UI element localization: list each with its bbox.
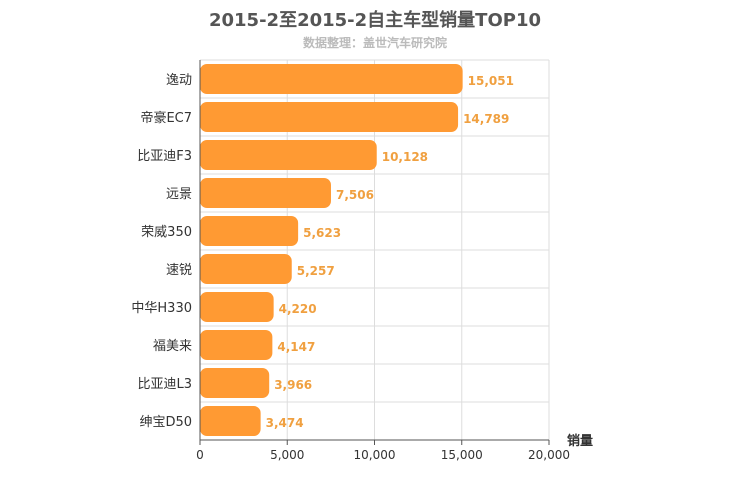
x-axis-ticks: 0 5,000 10,000 15,000 20,000 (196, 440, 570, 462)
value-label: 7,506 (336, 188, 374, 202)
value-label: 4,147 (277, 340, 315, 354)
bar (200, 292, 274, 322)
value-label: 3,966 (274, 378, 312, 392)
bar (200, 178, 331, 208)
value-label: 5,257 (297, 264, 335, 278)
x-tick-label: 15,000 (441, 448, 483, 462)
x-tick-label: 5,000 (270, 448, 304, 462)
value-label: 10,128 (382, 150, 428, 164)
bars (200, 64, 463, 436)
bar (200, 216, 299, 246)
chart-subtitle: 数据整理：盖世汽车研究院 (302, 36, 447, 50)
category-label: 绅宝D50 (139, 415, 192, 430)
category-label: 比亚迪F3 (137, 149, 192, 164)
value-label: 5,623 (303, 226, 341, 240)
value-label: 3,474 (266, 416, 304, 430)
x-axis-title: 销量 (567, 433, 593, 449)
chart-title: 2015-2至2015-2自主车型销量TOP10 (208, 10, 541, 31)
bar (200, 140, 377, 170)
x-tick-label: 20,000 (528, 448, 570, 462)
bar (200, 368, 270, 398)
value-label: 4,220 (279, 302, 317, 316)
bar (200, 330, 273, 360)
category-label: 比亚迪L3 (137, 377, 192, 392)
x-tick-label: 10,000 (354, 448, 396, 462)
category-label: 逸动 (166, 73, 192, 88)
bar (200, 406, 261, 436)
category-label: 荣威350 (141, 225, 192, 240)
bar (200, 254, 292, 284)
category-label: 中华H330 (131, 301, 192, 316)
bar (200, 64, 463, 94)
value-label: 15,051 (468, 74, 514, 88)
category-label: 福美来 (153, 339, 192, 354)
category-label: 帝豪EC7 (140, 110, 192, 126)
x-tick-label: 0 (196, 448, 204, 462)
value-label: 14,789 (463, 112, 509, 126)
category-label: 远景 (166, 187, 192, 202)
category-label: 速锐 (166, 263, 192, 278)
value-labels: 15,051 14,789 10,128 7,506 5,623 5,257 4,220 4,… (266, 74, 514, 430)
bar (200, 102, 459, 132)
